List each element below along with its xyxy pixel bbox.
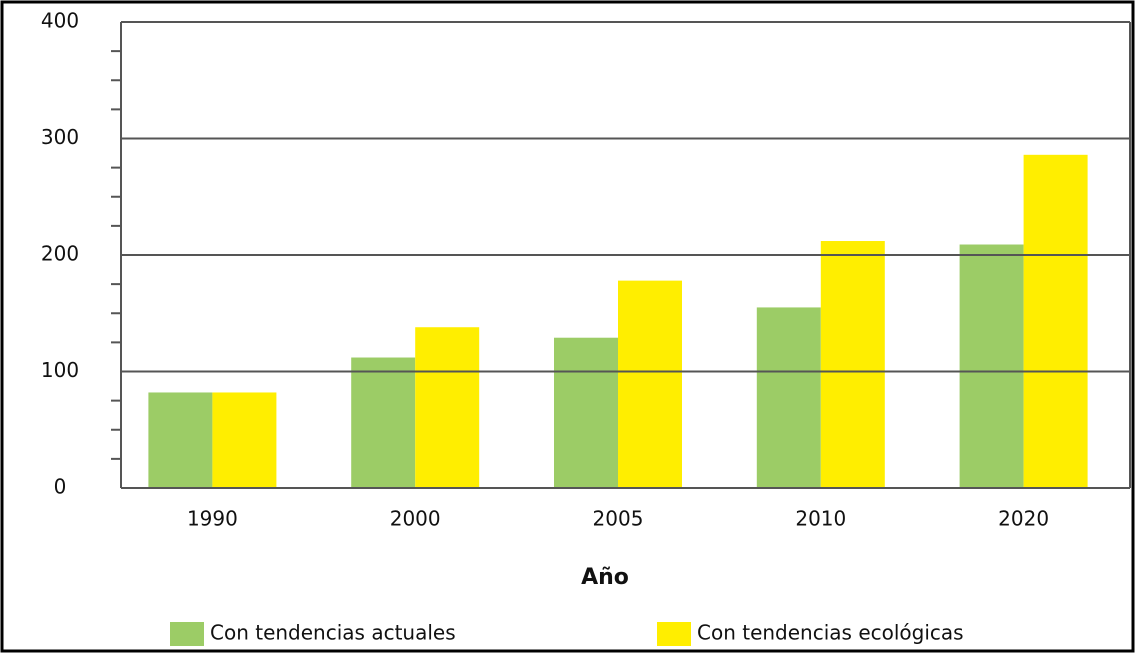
y-tick-label: 200	[41, 242, 79, 266]
legend-swatch	[170, 622, 204, 646]
x-tick-label: 2020	[998, 507, 1049, 531]
legend-label: Con tendencias ecológicas	[697, 621, 964, 645]
y-tick-label: 300	[41, 125, 79, 149]
x-tick-label: 2000	[390, 507, 441, 531]
legend-swatch	[657, 622, 691, 646]
bar	[756, 307, 821, 488]
bar	[415, 327, 480, 488]
bar	[959, 244, 1024, 488]
bar	[351, 357, 416, 488]
bar	[1023, 154, 1088, 488]
bar	[820, 241, 885, 488]
y-tick-label: 0	[54, 475, 67, 499]
bar	[148, 392, 213, 488]
x-tick-label: 2005	[593, 507, 644, 531]
x-tick-label: 2010	[795, 507, 846, 531]
y-tick-label: 400	[41, 9, 79, 33]
x-tick-label: 1990	[187, 507, 238, 531]
bar	[554, 337, 618, 488]
x-axis-title: Año	[581, 565, 629, 590]
bar	[212, 392, 277, 488]
bar	[618, 280, 682, 488]
legend-label: Con tendencias actuales	[210, 621, 456, 645]
y-tick-label: 100	[41, 358, 79, 382]
